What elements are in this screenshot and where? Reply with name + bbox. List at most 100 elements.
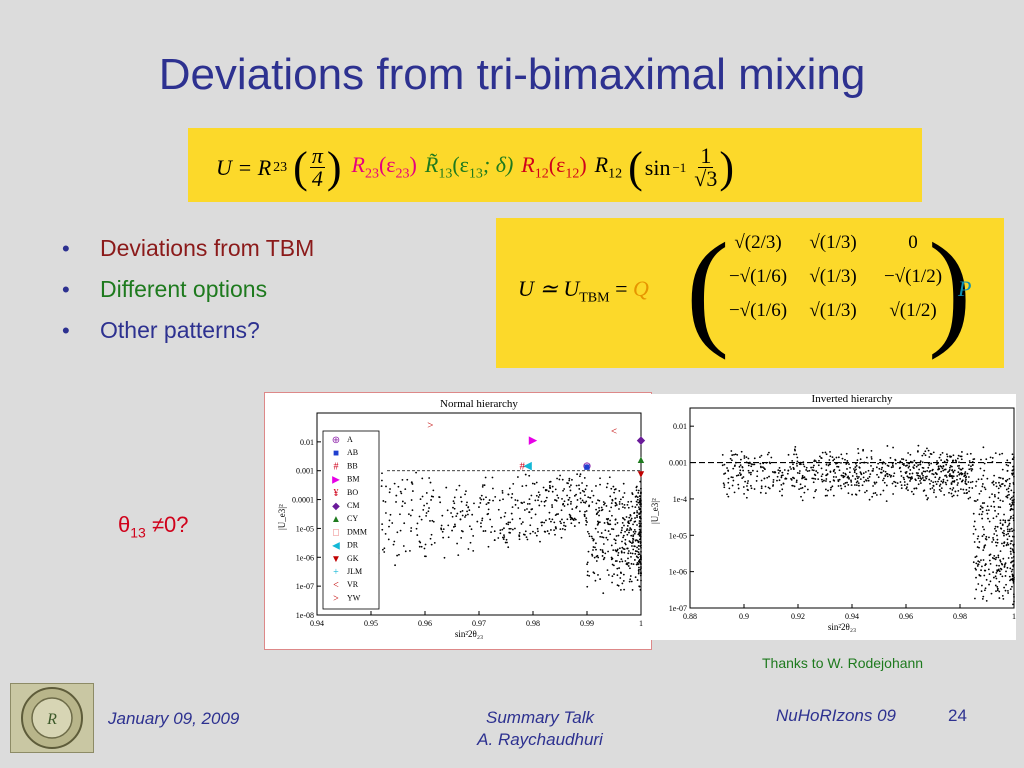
data-point [744,480,747,483]
data-point [572,519,575,522]
data-point [632,563,635,566]
data-point [985,509,988,512]
data-point [620,529,623,532]
data-point [461,530,464,533]
data-point [450,512,452,514]
data-point [569,489,572,492]
data-point [467,513,469,516]
data-point [639,520,642,523]
data-point [938,456,941,459]
data-point [454,523,456,526]
data-point [617,534,620,537]
data-point [1009,462,1012,464]
data-point [523,501,526,504]
matrix-cell: √(1/3) [809,300,857,321]
data-point [555,527,557,530]
data-point [629,513,632,516]
data-point [838,478,841,481]
data-point [983,546,986,549]
data-point [566,518,569,521]
data-point [992,517,995,520]
data-point [952,470,955,473]
data-point [529,524,532,527]
data-point [381,472,383,475]
data-point [640,546,642,549]
data-point [407,513,410,516]
data-point [637,548,640,551]
data-point [817,464,820,467]
data-point [834,472,837,474]
data-point [992,571,994,574]
data-point [995,564,998,567]
data-point [468,509,471,512]
data-point [889,475,892,478]
data-point [828,459,831,461]
data-point [544,499,547,502]
x-tick-label: 0.98 [953,612,967,621]
data-point [906,483,909,486]
data-point [997,556,1000,559]
data-point [555,499,558,502]
data-point [1013,576,1015,579]
data-point [628,540,631,542]
data-point [1011,568,1014,571]
data-point [637,572,640,575]
data-point [792,463,794,466]
bullet-item: • Different options [62,276,268,302]
data-point [499,529,502,532]
data-point [584,502,587,504]
data-point [736,454,739,456]
data-point [795,481,798,483]
data-point [1006,525,1009,528]
legend-symbol: □ [333,527,339,538]
data-point [960,468,963,471]
data-point [585,523,588,526]
data-point [1002,500,1004,503]
data-point [637,491,640,494]
equation-2-lhs: U ≃ UTBM = Q [518,276,649,306]
data-point [639,540,642,543]
data-point [631,505,634,508]
data-point [999,522,1002,524]
data-point [400,492,403,495]
data-point [604,502,606,505]
data-point [508,487,511,490]
data-point [818,459,820,462]
matrix-cell: 0 [908,232,918,253]
data-point [971,460,974,463]
data-point [1009,482,1011,485]
data-point [571,508,574,511]
data-point [837,480,840,483]
data-point [1006,478,1009,481]
data-point [630,528,633,531]
data-point [1006,496,1009,499]
data-point [906,486,908,489]
data-point [1009,588,1012,590]
data-point [965,488,968,491]
data-point [1013,596,1015,598]
data-point [870,449,873,452]
data-point [523,533,526,536]
data-point [976,546,979,548]
data-point [938,476,941,479]
data-point [518,534,521,537]
data-point [981,526,984,528]
data-point [1002,557,1005,560]
data-point [415,527,418,530]
data-point [548,532,550,535]
data-point [396,554,399,557]
data-point [447,524,450,527]
data-point [846,481,848,484]
data-point [561,497,563,500]
data-point [431,519,434,522]
data-point [913,464,916,467]
data-point [999,506,1002,509]
data-point [418,545,421,548]
data-point [987,517,989,520]
data-point [518,532,521,534]
data-point [811,469,814,471]
data-point [578,484,580,487]
data-point [990,505,993,508]
data-point [482,530,485,532]
data-point [931,487,934,489]
